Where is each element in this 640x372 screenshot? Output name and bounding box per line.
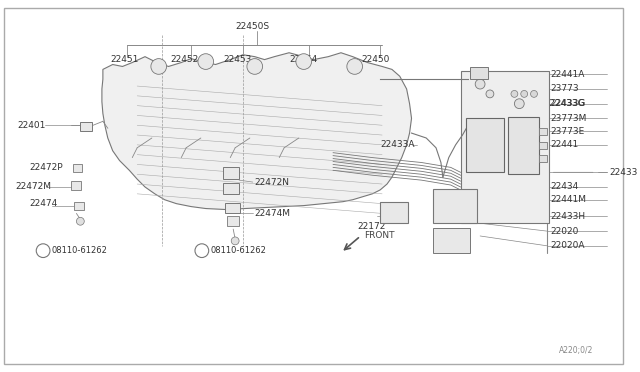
Circle shape <box>521 90 527 97</box>
Text: 22441A: 22441A <box>550 70 585 79</box>
Text: 22441: 22441 <box>550 140 579 149</box>
Text: 22474M: 22474M <box>255 209 291 218</box>
FancyBboxPatch shape <box>74 202 84 209</box>
Bar <box>433 189 477 223</box>
Text: 22433A: 22433A <box>380 140 415 149</box>
Text: 08110-61262: 08110-61262 <box>52 246 108 255</box>
Text: 22433H: 22433H <box>550 212 586 221</box>
FancyBboxPatch shape <box>227 217 239 226</box>
Circle shape <box>36 244 50 257</box>
Text: 22472P: 22472P <box>29 163 63 172</box>
Text: 22474: 22474 <box>29 199 58 208</box>
Text: 22451: 22451 <box>111 55 139 64</box>
Bar <box>539 155 547 161</box>
Text: 23773E: 23773E <box>550 126 585 136</box>
Text: 22020A: 22020A <box>550 241 585 250</box>
Text: A220;0/2: A220;0/2 <box>559 346 593 355</box>
Circle shape <box>195 244 209 257</box>
Bar <box>539 142 547 149</box>
Text: 08110-61262: 08110-61262 <box>211 246 266 255</box>
Text: 22472N: 22472N <box>255 177 290 187</box>
Circle shape <box>476 79 485 89</box>
Text: 22433: 22433 <box>609 168 638 177</box>
Text: 23773: 23773 <box>550 84 579 93</box>
Text: 22452: 22452 <box>170 55 199 64</box>
Text: 22441M: 22441M <box>550 195 587 204</box>
Circle shape <box>531 90 538 97</box>
Circle shape <box>347 59 362 74</box>
FancyBboxPatch shape <box>225 203 240 214</box>
Bar <box>433 228 470 253</box>
Text: -22433G: -22433G <box>547 99 586 108</box>
Bar <box>467 118 504 172</box>
FancyBboxPatch shape <box>223 183 239 194</box>
Text: 22450: 22450 <box>362 55 390 64</box>
Bar <box>461 71 548 223</box>
Text: 22450S: 22450S <box>235 22 269 31</box>
Text: FRONT: FRONT <box>365 231 395 240</box>
Text: 22401: 22401 <box>18 121 46 130</box>
FancyBboxPatch shape <box>70 181 81 190</box>
Circle shape <box>511 90 518 97</box>
FancyBboxPatch shape <box>380 202 408 223</box>
Text: 22434: 22434 <box>550 183 579 192</box>
Text: 22172: 22172 <box>358 222 386 231</box>
Circle shape <box>515 99 524 109</box>
Text: 23773M: 23773M <box>550 114 587 123</box>
FancyBboxPatch shape <box>223 167 239 179</box>
Circle shape <box>76 217 84 225</box>
Circle shape <box>151 59 166 74</box>
Bar <box>508 118 539 174</box>
Circle shape <box>247 59 262 74</box>
Text: 22433G: 22433G <box>550 99 586 108</box>
Text: B: B <box>199 246 204 255</box>
Circle shape <box>198 54 214 70</box>
Text: 22453: 22453 <box>223 55 252 64</box>
Circle shape <box>486 90 494 98</box>
Circle shape <box>231 237 239 245</box>
FancyBboxPatch shape <box>81 122 92 131</box>
Circle shape <box>296 54 312 70</box>
Text: B: B <box>40 246 45 255</box>
Text: 22472M: 22472M <box>15 183 52 192</box>
FancyBboxPatch shape <box>72 164 83 172</box>
Bar <box>470 67 488 79</box>
Text: 22454: 22454 <box>289 55 317 64</box>
Text: 22020: 22020 <box>550 227 579 235</box>
Polygon shape <box>102 53 412 209</box>
Bar <box>539 128 547 135</box>
